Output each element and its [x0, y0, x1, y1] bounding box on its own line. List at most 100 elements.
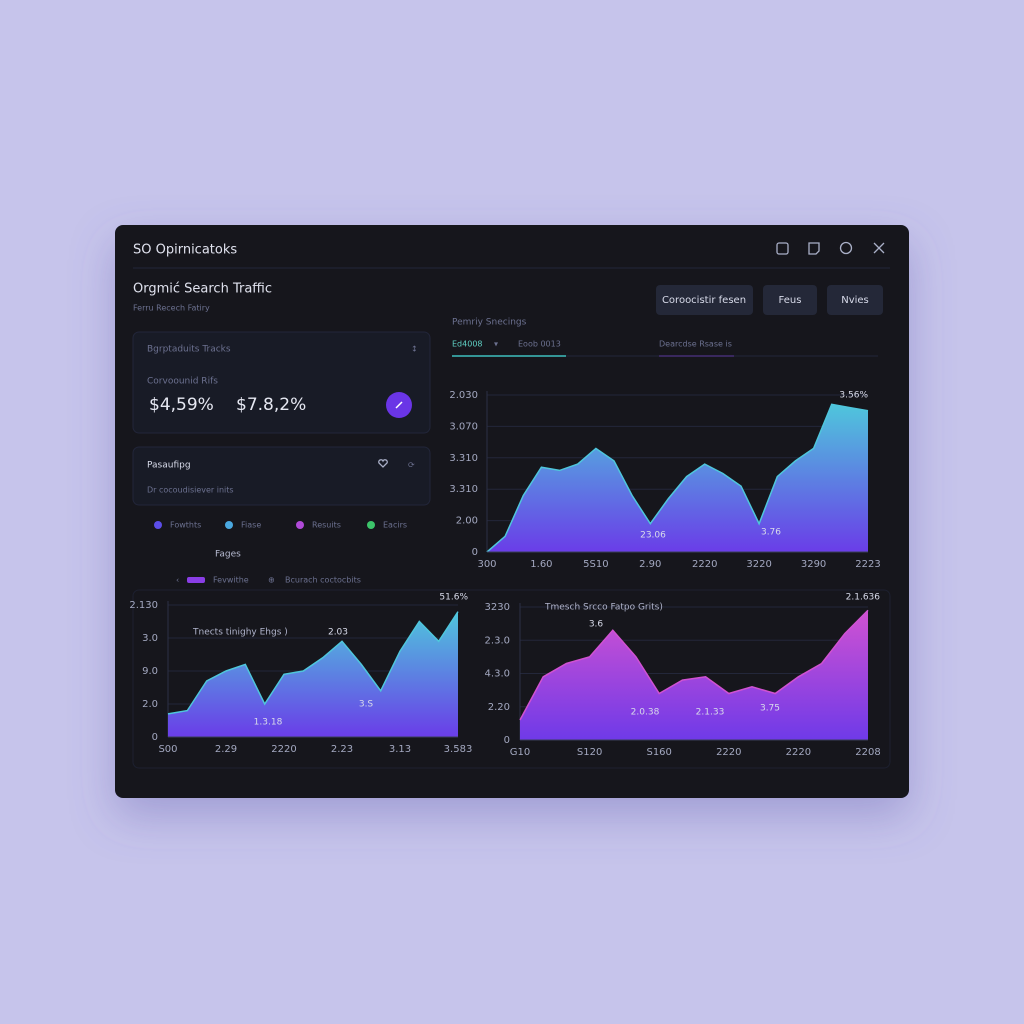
legend-label: Fiase — [241, 521, 261, 530]
filter[interactable]: Fevwithe — [213, 576, 249, 585]
area — [520, 610, 868, 740]
y-tick-label: 0 — [472, 547, 478, 558]
legend-swatch — [225, 521, 233, 529]
icon-heart[interactable] — [378, 459, 388, 468]
filter-icon: ⊕ — [268, 576, 275, 585]
button-label[interactable]: Coroocistir fesen — [662, 295, 746, 306]
area-line — [519, 609, 869, 721]
x-tick-label: 2.23 — [331, 744, 353, 755]
legend: Fowthts Fiase Resuits Eacirs — [154, 521, 407, 530]
x-tick-label: 3.583 — [444, 744, 473, 755]
x-tick-label: 3220 — [746, 559, 771, 570]
metric: $7.8,2% — [236, 395, 306, 415]
area-line — [486, 403, 869, 553]
area-line — [167, 611, 459, 715]
x-tick-label: 5S10 — [583, 559, 608, 570]
tab[interactable]: Dearcdse Rsase is — [659, 340, 732, 349]
annotation: 3.S — [359, 700, 374, 710]
icon-note[interactable] — [808, 242, 820, 255]
area — [168, 611, 458, 737]
x-tick-label: S160 — [646, 747, 671, 758]
filter[interactable]: Bcurach coctocbits — [285, 576, 361, 585]
page-subtitle: Ferru Recech Fatiry — [133, 304, 210, 313]
y-tick-label: 3.310 — [449, 453, 478, 464]
x-tick-label: 300 — [477, 559, 496, 570]
chart-title: Tmesch Srcco Fatpo Grits) — [544, 603, 663, 613]
legend-label: Resuits — [312, 521, 341, 530]
page-title: Orgmić Search Traffic — [133, 282, 272, 297]
icon-clock[interactable] — [839, 241, 853, 255]
annotation: 3.56% — [839, 391, 868, 401]
section-title: Fages — [215, 550, 241, 560]
legend-label: Eacirs — [383, 521, 407, 530]
annotation: 23.06 — [640, 531, 666, 541]
annotation: 2.03 — [328, 628, 348, 638]
y-tick-label: 2.00 — [456, 516, 478, 527]
button-label[interactable]: Nvies — [841, 295, 869, 306]
card-label: Corvoounid Rifs — [147, 377, 218, 387]
tab[interactable]: Eoob 0013 — [518, 340, 561, 349]
button[interactable] — [827, 285, 883, 315]
filter-swatch — [187, 577, 205, 583]
x-tick-label: 1.60 — [530, 559, 552, 570]
y-tick-label: 4.3.0 — [485, 669, 510, 680]
x-tick-label: 3290 — [801, 559, 826, 570]
x-tick-label: S120 — [577, 747, 602, 758]
icon-close[interactable] — [873, 242, 885, 254]
annotation: 1.3.18 — [254, 718, 283, 728]
button[interactable] — [656, 285, 753, 315]
x-tick-label: 2223 — [855, 559, 880, 570]
sort-icon[interactable]: ↕ — [411, 345, 418, 354]
annotation: 2.0.38 — [631, 708, 660, 718]
y-tick-label: 3.310 — [449, 484, 478, 495]
legend-swatch — [367, 521, 375, 529]
y-tick-label: 2.030 — [449, 390, 478, 401]
y-tick-label: 2.20 — [488, 702, 510, 713]
y-tick-label: 0 — [504, 735, 510, 746]
y-tick-label: 3.0 — [142, 633, 158, 644]
y-tick-label: 2.130 — [129, 600, 158, 611]
x-tick-label: 2.90 — [639, 559, 661, 570]
x-tick-label: 2220 — [786, 747, 811, 758]
card-title: Bgrptaduits Tracks — [147, 345, 231, 355]
window-controls[interactable] — [776, 241, 885, 255]
button-label[interactable]: Feus — [779, 295, 802, 306]
area — [487, 404, 868, 552]
x-tick-label: 3.13 — [389, 744, 411, 755]
tab-caret: ▾ — [494, 340, 498, 349]
annotation: 2.1.636 — [846, 593, 881, 603]
x-tick-label: 2208 — [855, 747, 880, 758]
y-tick-label: 2.0 — [142, 699, 158, 710]
x-tick-label: G10 — [510, 747, 530, 758]
action-icon[interactable] — [395, 401, 403, 409]
card — [132, 331, 431, 434]
panel-title: Pemriy Snecings — [452, 318, 527, 328]
legend-swatch — [296, 521, 304, 529]
x-tick-label: 2.29 — [215, 744, 237, 755]
icon-screen[interactable] — [776, 242, 789, 255]
legend-swatch — [154, 521, 162, 529]
button[interactable] — [763, 285, 817, 315]
legend-label: Fowthts — [170, 521, 201, 530]
chart-title: Tnects tinighy Ehgs ) — [192, 628, 288, 638]
x-tick-label: 2220 — [692, 559, 717, 570]
y-tick-label: 9.0 — [142, 666, 158, 677]
card — [132, 446, 431, 506]
x-tick-label: S00 — [158, 744, 177, 755]
y-tick-label: 0 — [152, 732, 158, 743]
y-tick-label: 3.070 — [449, 421, 478, 432]
annotation: 51.6% — [439, 593, 468, 603]
tab[interactable]: Ed4008 — [452, 340, 483, 349]
icon-more[interactable]: ⟳ — [408, 461, 415, 470]
y-tick-label: 2.3.0 — [485, 635, 510, 646]
window-title: SO Opirnicatoks — [133, 243, 237, 258]
panel-frame — [132, 589, 891, 769]
metric: $4,59% — [149, 395, 214, 415]
annotation: 3.6 — [589, 620, 604, 630]
card-text: Dr cocoudisiever inits — [147, 486, 234, 495]
y-tick-label: 3230 — [485, 602, 510, 613]
x-tick-label: 2220 — [271, 744, 296, 755]
annotation: 3.75 — [760, 704, 780, 714]
card-title: Pasaufipg — [147, 461, 191, 471]
